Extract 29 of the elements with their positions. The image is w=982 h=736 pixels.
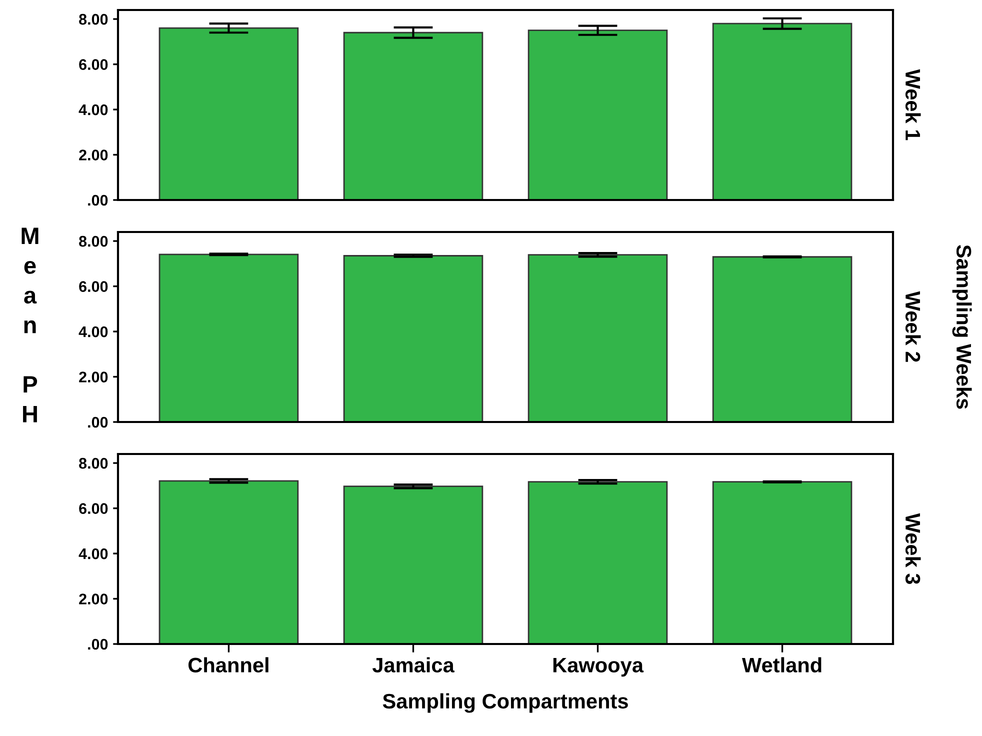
y2-axis-title: Week 1 bbox=[905, 69, 921, 140]
y-tick-label: 4.00 bbox=[78, 548, 108, 560]
y-tick-label: 6.00 bbox=[79, 503, 108, 514]
y-tick-label: 2.00 bbox=[79, 372, 108, 382]
y-tick-label: 2.00 bbox=[79, 594, 108, 604]
y-tick-label: 6.00 bbox=[79, 59, 108, 70]
y-tick-label: 8.00 bbox=[79, 14, 108, 25]
bar bbox=[343, 32, 484, 200]
y-tick-label: 2.00 bbox=[79, 150, 108, 160]
y-tick-label: .00 bbox=[88, 638, 108, 650]
x-tick-label: Channel bbox=[188, 657, 268, 672]
x-tick-label: Kawooya bbox=[553, 658, 644, 677]
y-tick-label: .00 bbox=[88, 416, 108, 428]
bar bbox=[712, 22, 852, 200]
x-axis-title: Sampling Compartments bbox=[382, 693, 628, 713]
bar bbox=[528, 30, 668, 200]
y-tick-label: 4.00 bbox=[78, 104, 108, 116]
text: Sampling Weeks bbox=[952, 245, 972, 409]
text: Mean PH bbox=[22, 228, 38, 422]
y-tick-label: 6.00 bbox=[79, 281, 108, 292]
x-tick-label: Wetland bbox=[742, 657, 822, 672]
y-tick-label: 8.00 bbox=[79, 458, 108, 469]
y-tick-label: 4.00 bbox=[78, 326, 108, 338]
y-tick-label: 8.00 bbox=[79, 236, 108, 247]
bar bbox=[158, 27, 299, 200]
x-tick-label: Jamaica bbox=[372, 657, 454, 672]
y-tick-label: .00 bbox=[88, 194, 108, 206]
y2-axis-title: Week 3 bbox=[905, 513, 921, 584]
y2-axis-title: Week 2 bbox=[905, 291, 921, 362]
